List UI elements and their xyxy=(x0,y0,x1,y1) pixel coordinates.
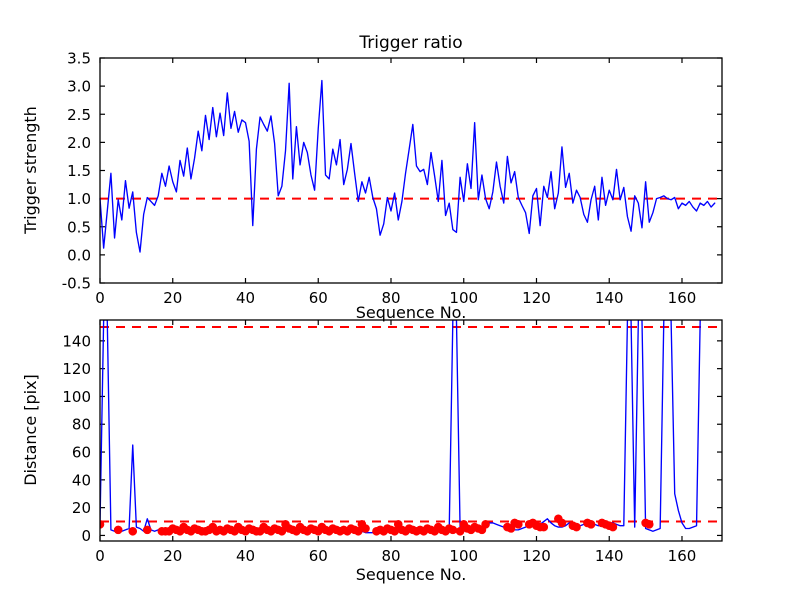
marker-dot xyxy=(142,525,152,535)
y-tick-label: 3.0 xyxy=(67,78,91,96)
x-tick-label: 20 xyxy=(163,289,182,307)
y-tick-label: 20 xyxy=(72,499,91,517)
y-tick-label: 40 xyxy=(72,471,91,489)
bottom-axis-y-ticks: 0 20 40 60 80 100 120 140 xyxy=(62,332,722,545)
x-tick-label: 80 xyxy=(381,547,400,565)
marker-dot xyxy=(644,520,654,529)
marker-dot xyxy=(361,524,370,533)
bottom-axes-frame xyxy=(99,319,723,542)
x-tick-label: 80 xyxy=(381,289,400,307)
marker-dot xyxy=(128,526,138,536)
x-tick-label: 0 xyxy=(95,289,105,307)
y-tick-label: 60 xyxy=(72,444,91,462)
top-axis-y-ticks: -0.5 0.0 0.5 1.0 1.5 2.0 2.5 3.0 3.5 xyxy=(62,50,722,293)
marker-dot xyxy=(586,520,596,529)
x-tick-label: 140 xyxy=(595,289,624,307)
bottom-axes: 0 20 40 60 80 100 120 140 0 20 40 60 80 100 120 140 160… xyxy=(21,319,723,584)
page-title: Trigger ratio xyxy=(358,33,462,53)
x-tick-label: 100 xyxy=(449,289,478,307)
marker-dot xyxy=(572,522,581,532)
top-axis-x-ticks: 0 20 40 60 80 100 120 140 160 xyxy=(95,58,696,307)
y-tick-label: 120 xyxy=(62,360,91,378)
x-tick-label: 20 xyxy=(163,547,182,565)
top-x-axis-label: Sequence No. xyxy=(356,303,467,322)
x-tick-label: 0 xyxy=(95,547,105,565)
y-tick-label: 0 xyxy=(81,527,91,545)
x-tick-label: 100 xyxy=(449,547,478,565)
x-tick-label: 40 xyxy=(236,289,255,307)
x-tick-label: 60 xyxy=(309,547,328,565)
x-tick-label: 160 xyxy=(668,547,697,565)
marker-dot xyxy=(448,525,458,535)
bottom-axis-x-ticks: 0 20 40 60 80 100 120 140 160 xyxy=(95,320,696,565)
y-tick-label: 0.5 xyxy=(67,218,91,236)
marker-dot xyxy=(557,518,567,528)
y-tick-label: 80 xyxy=(72,416,91,434)
marker-dot xyxy=(608,522,618,532)
top-axes: Trigger ratio -0.5 0.0 0.5 1.0 1.5 2.0 2.5 3.0 3… xyxy=(21,33,723,322)
y-tick-label: 1.5 xyxy=(67,162,91,180)
y-tick-label: 1.0 xyxy=(67,190,91,208)
y-tick-label: 2.0 xyxy=(67,134,91,152)
bottom-threshold-lines xyxy=(100,325,722,523)
bottom-series-line xyxy=(100,320,701,534)
bottom-marker-dots xyxy=(100,514,654,536)
x-tick-label: 120 xyxy=(522,547,551,565)
x-tick-label: 60 xyxy=(309,289,328,307)
x-tick-label: 120 xyxy=(522,289,551,307)
x-tick-label: 40 xyxy=(236,547,255,565)
marker-dot xyxy=(539,522,549,532)
bottom-x-axis-label: Sequence No. xyxy=(356,565,467,584)
y-tick-label: 0.0 xyxy=(67,246,91,264)
x-tick-label: 140 xyxy=(595,547,624,565)
bottom-y-axis-label: Distance [pix] xyxy=(21,374,40,486)
marker-dot xyxy=(513,520,523,529)
marker-dot xyxy=(113,525,123,535)
x-tick-label: 160 xyxy=(668,289,697,307)
y-tick-label: 3.5 xyxy=(67,50,91,68)
top-series-line xyxy=(99,79,716,253)
y-tick-label: 140 xyxy=(62,332,91,350)
top-y-axis-label: Trigger strength xyxy=(21,106,40,235)
marker-dot xyxy=(100,520,105,529)
marker-dot xyxy=(481,520,490,529)
y-tick-label: 100 xyxy=(62,388,91,406)
y-tick-label: 2.5 xyxy=(67,106,91,124)
y-tick-label: -0.5 xyxy=(62,275,91,293)
top-axes-frame xyxy=(99,57,723,284)
